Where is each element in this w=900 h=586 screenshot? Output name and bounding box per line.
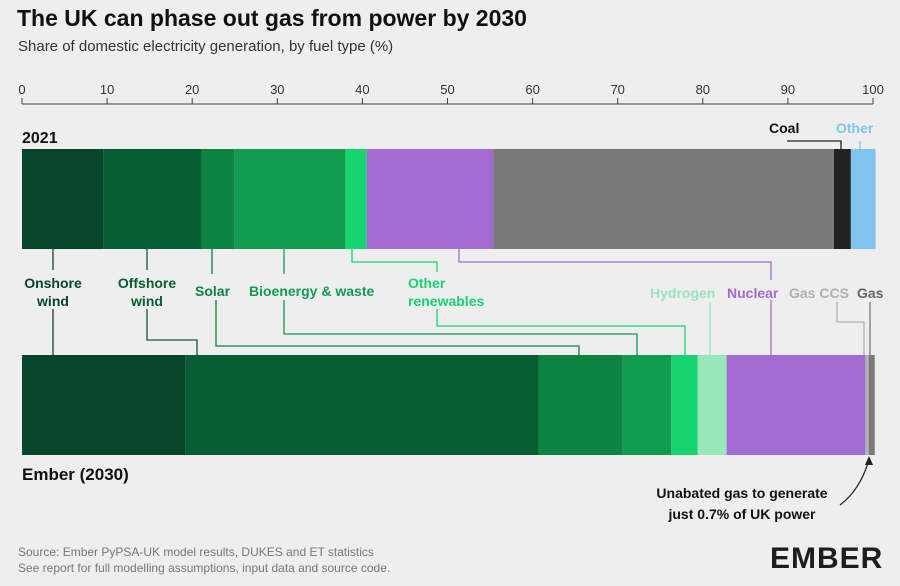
category-label-2030: Ember (2030) [22, 465, 129, 484]
leader-other-renewables-top [351, 249, 438, 272]
bar-segment-bioenergy-1 [622, 355, 672, 455]
leader-offshore-bottom [146, 309, 198, 355]
chart-subtitle: Share of domestic electricity generation… [18, 38, 394, 55]
x-tick-label-20: 20 [185, 82, 199, 97]
label-onshore-line1: Onshore [24, 275, 82, 291]
x-tick-label-60: 60 [525, 82, 539, 97]
label-solar: Solar [195, 283, 231, 299]
bar-segment-offshore-1 [185, 355, 539, 455]
bar-segment-onshore-0 [22, 149, 104, 249]
bar-segment-solar-0 [201, 149, 235, 249]
x-tick-label-0: 0 [18, 82, 25, 97]
leader-coal [787, 140, 842, 149]
logo-text: EMBER [770, 542, 883, 571]
category-label-2021: 2021 [22, 130, 58, 147]
bar-segment-coal-0 [833, 149, 851, 249]
annotation-line1: Unabated gas to generate [656, 485, 827, 501]
bar-segment-onshore-1 [22, 355, 186, 455]
label-offshore-line2: wind [130, 293, 163, 309]
x-tick-label-80: 80 [696, 82, 710, 97]
chart-title: The UK can phase out gas from power by 2… [17, 5, 527, 31]
bar-segment-bioenergy-0 [234, 149, 346, 249]
annotation-line2: just 0.7% of UK power [667, 506, 816, 522]
bar-segment-other_renewables-0 [345, 149, 367, 249]
label-nuclear: Nuclear [727, 285, 779, 301]
ember-logo: EMBER [770, 542, 883, 571]
x-tick-label-100: 100 [862, 82, 884, 97]
x-tick-label-30: 30 [270, 82, 284, 97]
bar-segment-gas-1 [868, 355, 875, 455]
label-onshore-line2: wind [36, 293, 69, 309]
label-gas: Gas [857, 285, 884, 301]
label-offshore-line1: Offshore [118, 275, 177, 291]
x-tick-label-70: 70 [610, 82, 624, 97]
x-tick-label-50: 50 [440, 82, 454, 97]
bar-segment-gas-0 [493, 149, 834, 249]
bar-segment-nuclear-0 [366, 149, 494, 249]
leader-solar-bottom [215, 300, 580, 355]
annotation-arrowhead [865, 456, 873, 465]
bar-segment-other-0 [850, 149, 876, 249]
bar-segment-offshore-0 [103, 149, 202, 249]
leader-gas-ccs [836, 302, 865, 355]
label-other-renewables-line1: Other [408, 275, 446, 291]
label-other-renewables-line2: renewables [408, 293, 484, 309]
leader-bioenergy-bottom [283, 300, 638, 355]
label-bioenergy: Bioenergy & waste [249, 283, 374, 299]
methodology-note: See report for full modelling assumption… [18, 561, 391, 575]
label-coal: Coal [769, 120, 799, 136]
label-other: Other [836, 120, 874, 136]
leader-nuclear-top [458, 249, 772, 280]
label-hydrogen: Hydrogen [650, 285, 715, 301]
bar-segment-nuclear-1 [726, 355, 866, 455]
bar-segment-solar-1 [538, 355, 623, 455]
x-tick-label-10: 10 [100, 82, 114, 97]
x-tick-label-90: 90 [781, 82, 795, 97]
bar-segment-other_renewables-1 [671, 355, 698, 455]
annotation-arrow [839, 459, 870, 506]
bar-segment-hydrogen-1 [697, 355, 727, 455]
x-tick-label-40: 40 [355, 82, 369, 97]
bar-segment-gas_ccs-1 [865, 355, 869, 455]
source-note: Source: Ember PyPSA-UK model results, DU… [18, 545, 374, 559]
leader-other-renewables-bottom [436, 309, 686, 355]
label-gas-ccs: Gas CCS [789, 285, 849, 301]
